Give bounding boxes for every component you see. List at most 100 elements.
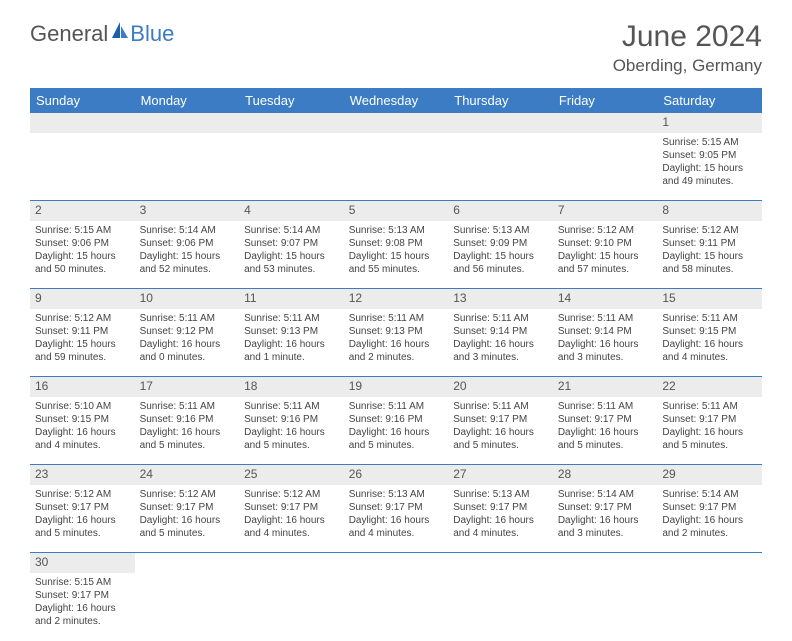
day-number-cell [239,553,344,573]
day-d1: Daylight: 16 hours [35,514,130,527]
day-detail-cell: Sunrise: 5:11 AMSunset: 9:14 PMDaylight:… [553,309,658,377]
day-sr: Sunrise: 5:12 AM [35,488,130,501]
day-sr: Sunrise: 5:11 AM [558,312,653,325]
day-ss: Sunset: 9:13 PM [349,325,444,338]
day-detail-cell: Sunrise: 5:15 AMSunset: 9:05 PMDaylight:… [657,133,762,201]
day-d2: and 4 minutes. [662,351,757,364]
day-detail-cell: Sunrise: 5:13 AMSunset: 9:17 PMDaylight:… [344,485,449,553]
day-detail-cell: Sunrise: 5:14 AMSunset: 9:07 PMDaylight:… [239,221,344,289]
day-ss: Sunset: 9:11 PM [662,237,757,250]
day-d2: and 3 minutes. [558,527,653,540]
day-sr: Sunrise: 5:11 AM [140,400,235,413]
day-ss: Sunset: 9:17 PM [140,501,235,514]
day-number-cell: 24 [135,465,240,485]
day-d1: Daylight: 16 hours [662,338,757,351]
day-detail-cell: Sunrise: 5:11 AMSunset: 9:13 PMDaylight:… [344,309,449,377]
day-sr: Sunrise: 5:15 AM [35,576,130,589]
day-detail-cell: Sunrise: 5:11 AMSunset: 9:15 PMDaylight:… [657,309,762,377]
weekday-header: Thursday [448,88,553,113]
day-d1: Daylight: 16 hours [349,514,444,527]
day-sr: Sunrise: 5:11 AM [662,400,757,413]
day-d1: Daylight: 16 hours [244,338,339,351]
day-detail-cell: Sunrise: 5:15 AMSunset: 9:06 PMDaylight:… [30,221,135,289]
day-ss: Sunset: 9:17 PM [662,501,757,514]
day-detail-cell [553,573,658,641]
day-number-cell: 9 [30,289,135,309]
day-number-row: 2345678 [30,201,762,221]
day-d1: Daylight: 16 hours [453,514,548,527]
day-detail-cell: Sunrise: 5:11 AMSunset: 9:12 PMDaylight:… [135,309,240,377]
day-sr: Sunrise: 5:12 AM [140,488,235,501]
day-number-cell [135,553,240,573]
day-sr: Sunrise: 5:11 AM [558,400,653,413]
day-number-cell [344,553,449,573]
day-d2: and 1 minute. [244,351,339,364]
day-number-row: 1 [30,113,762,133]
day-number-cell: 26 [344,465,449,485]
day-sr: Sunrise: 5:12 AM [35,312,130,325]
day-detail-cell [344,573,449,641]
day-ss: Sunset: 9:17 PM [662,413,757,426]
day-number-cell: 16 [30,377,135,397]
title-block: June 2024 Oberding, Germany [613,20,762,76]
day-d1: Daylight: 15 hours [35,338,130,351]
day-detail-cell: Sunrise: 5:12 AMSunset: 9:17 PMDaylight:… [239,485,344,553]
day-d1: Daylight: 16 hours [662,426,757,439]
day-detail-cell: Sunrise: 5:12 AMSunset: 9:11 PMDaylight:… [30,309,135,377]
logo-text-general: General [30,21,108,47]
day-number-row: 9101112131415 [30,289,762,309]
day-number-cell: 23 [30,465,135,485]
weekday-header: Wednesday [344,88,449,113]
day-number-cell [135,113,240,133]
day-sr: Sunrise: 5:11 AM [349,400,444,413]
day-detail-cell: Sunrise: 5:11 AMSunset: 9:16 PMDaylight:… [344,397,449,465]
weekday-header: Sunday [30,88,135,113]
day-number-cell: 25 [239,465,344,485]
day-ss: Sunset: 9:07 PM [244,237,339,250]
day-detail-cell: Sunrise: 5:13 AMSunset: 9:09 PMDaylight:… [448,221,553,289]
day-d2: and 5 minutes. [349,439,444,452]
day-number-cell: 12 [344,289,449,309]
day-sr: Sunrise: 5:11 AM [453,400,548,413]
day-sr: Sunrise: 5:13 AM [349,224,444,237]
day-number-cell: 7 [553,201,658,221]
day-detail-cell [657,573,762,641]
day-d2: and 50 minutes. [35,263,130,276]
day-d2: and 57 minutes. [558,263,653,276]
day-ss: Sunset: 9:14 PM [558,325,653,338]
day-d1: Daylight: 16 hours [35,426,130,439]
day-number-cell: 19 [344,377,449,397]
day-d2: and 4 minutes. [453,527,548,540]
day-ss: Sunset: 9:06 PM [140,237,235,250]
day-ss: Sunset: 9:16 PM [244,413,339,426]
day-d1: Daylight: 15 hours [662,250,757,263]
day-d1: Daylight: 16 hours [140,514,235,527]
day-ss: Sunset: 9:08 PM [349,237,444,250]
day-d1: Daylight: 16 hours [453,426,548,439]
day-d2: and 58 minutes. [662,263,757,276]
day-number-row: 16171819202122 [30,377,762,397]
day-ss: Sunset: 9:17 PM [453,413,548,426]
day-d1: Daylight: 16 hours [244,514,339,527]
day-sr: Sunrise: 5:13 AM [349,488,444,501]
day-ss: Sunset: 9:17 PM [35,501,130,514]
day-d1: Daylight: 16 hours [453,338,548,351]
day-d1: Daylight: 16 hours [140,338,235,351]
day-d2: and 5 minutes. [244,439,339,452]
day-number-cell [657,553,762,573]
day-d2: and 52 minutes. [140,263,235,276]
day-d1: Daylight: 15 hours [140,250,235,263]
day-number-cell: 13 [448,289,553,309]
day-d1: Daylight: 15 hours [558,250,653,263]
day-sr: Sunrise: 5:11 AM [244,312,339,325]
day-d2: and 5 minutes. [140,439,235,452]
day-number-cell [553,113,658,133]
day-number-cell: 4 [239,201,344,221]
logo: General Blue [30,20,174,48]
day-d1: Daylight: 15 hours [35,250,130,263]
day-ss: Sunset: 9:11 PM [35,325,130,338]
day-number-row: 30 [30,553,762,573]
day-number-cell: 2 [30,201,135,221]
day-detail-cell: Sunrise: 5:12 AMSunset: 9:10 PMDaylight:… [553,221,658,289]
day-d2: and 2 minutes. [35,615,130,628]
